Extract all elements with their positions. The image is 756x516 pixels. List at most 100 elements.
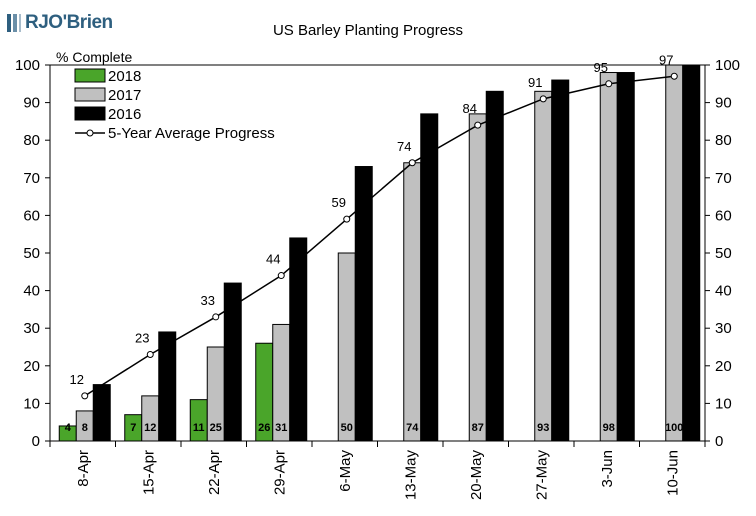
bar-data-label: 31 — [275, 422, 287, 434]
x-tick-label: 15-Apr — [140, 450, 157, 495]
bar-data-label: 50 — [341, 422, 353, 434]
y-tick-label-left: 100 — [15, 57, 40, 74]
average-data-label: 44 — [266, 252, 280, 267]
average-point — [539, 95, 547, 103]
x-tick-label: 22-Apr — [206, 450, 223, 495]
logo-text: RJO'Brien — [25, 12, 113, 33]
legend-label: 2016 — [108, 106, 141, 123]
bar-data-label: 12 — [144, 422, 156, 434]
bar-2016 — [682, 64, 701, 442]
average-data-label: 23 — [135, 331, 149, 346]
average-point — [277, 272, 285, 280]
bar-data-label: 74 — [406, 422, 419, 434]
average-data-label: 59 — [332, 195, 346, 210]
bar-2018 — [189, 399, 208, 442]
y-tick-label-right: 60 — [715, 207, 732, 224]
y-tick-label-left: 40 — [23, 283, 40, 300]
y-tick-label-right: 40 — [715, 283, 732, 300]
x-tick-label: 6-May — [337, 450, 354, 492]
axes: 0 0 10 10 20 20 30 30 40 40 50 50 60 60 70 70 80 80 90 90 10… — [15, 57, 740, 500]
average-point — [343, 215, 351, 223]
bar-data-label: 8 — [82, 422, 88, 434]
bars — [58, 64, 701, 442]
bar-2017 — [534, 90, 553, 442]
company-logo: RJO'Brien — [6, 10, 113, 36]
legend-label: 2017 — [108, 87, 141, 104]
bar-2016 — [92, 384, 111, 442]
average-data-label: 95 — [594, 60, 608, 75]
average-point — [212, 313, 220, 321]
bar-data-label: 7 — [130, 422, 136, 434]
bar-2016 — [616, 72, 635, 442]
bar-2016 — [420, 113, 439, 442]
average-data-label: 91 — [528, 75, 542, 90]
legend-swatch-2016 — [74, 106, 106, 121]
bar-2017 — [468, 113, 487, 442]
y-tick-label-right: 80 — [715, 132, 732, 149]
bar-data-label: 26 — [258, 422, 270, 434]
y-tick-label-left: 50 — [23, 245, 40, 262]
bar-2017 — [337, 252, 356, 442]
average-point — [408, 159, 416, 167]
bar-data-label: 100 — [665, 422, 683, 434]
legend-line-marker — [86, 129, 94, 137]
bar-2017 — [599, 72, 618, 442]
bar-data-label: 87 — [472, 422, 484, 434]
y-tick-label-right: 10 — [715, 395, 732, 412]
bar-2016 — [485, 90, 504, 442]
y-tick-label-left: 30 — [23, 320, 40, 337]
average-line — [81, 72, 678, 400]
bar-2016 — [551, 79, 570, 442]
y-tick-label-right: 20 — [715, 358, 732, 375]
y-tick-label-left: 70 — [23, 170, 40, 187]
average-point — [474, 121, 482, 129]
bar-2017 — [141, 395, 160, 442]
y-tick-label-right: 30 — [715, 320, 732, 337]
bar-data-label: 93 — [537, 422, 549, 434]
legend-swatch-2017 — [74, 87, 106, 102]
average-point — [605, 80, 613, 88]
average-point — [670, 72, 678, 80]
legend-swatch-2018 — [74, 68, 106, 83]
bar-2016 — [223, 282, 242, 442]
bar-2017 — [403, 162, 422, 442]
logo-mark-icon — [7, 14, 21, 32]
legend-label: 2018 — [108, 68, 141, 85]
average-point — [81, 392, 89, 400]
average-data-label: 97 — [659, 52, 673, 67]
y-tick-label-left: 20 — [23, 358, 40, 375]
legend-label: 5-Year Average Progress — [108, 125, 275, 142]
y-tick-label-left: 10 — [23, 395, 40, 412]
y-tick-label-right: 100 — [715, 57, 740, 74]
x-tick-label: 29-Apr — [271, 450, 288, 495]
average-point — [146, 351, 154, 359]
legend: 2018 2017 2016 5-Year Average Progress — [74, 68, 275, 142]
average-data-label: 12 — [70, 372, 84, 387]
x-tick-label: 10-Jun — [664, 450, 681, 496]
y-tick-label-right: 70 — [715, 170, 732, 187]
average-data-label: 74 — [397, 139, 411, 154]
x-tick-label: 8-Apr — [75, 450, 92, 487]
bar-data-label: 4 — [65, 422, 72, 434]
y-tick-label-left: 0 — [32, 433, 40, 450]
average-data-label: 33 — [201, 293, 215, 308]
average-progress-line — [84, 75, 675, 397]
bar-2016 — [289, 237, 308, 442]
y-tick-label-left: 80 — [23, 132, 40, 149]
bar-data-label: 11 — [193, 422, 205, 434]
y-tick-label-left: 90 — [23, 95, 40, 112]
x-tick-label: 3-Jun — [599, 450, 616, 488]
y-tick-label-right: 90 — [715, 95, 732, 112]
bar-2016 — [158, 331, 177, 442]
bar-data-label: 25 — [210, 422, 222, 434]
bar-2016 — [354, 166, 373, 442]
chart-title: US Barley Planting Progress — [273, 22, 463, 39]
data-labels: 4 8 7 12 11 25 26 31 50 74 87 93 98 10012233344597484… — [65, 52, 684, 434]
average-data-label: 84 — [463, 101, 477, 116]
y-tick-label-right: 0 — [715, 433, 723, 450]
y-axis-label: % Complete — [56, 49, 132, 65]
bar-2017 — [665, 64, 684, 442]
x-tick-label: 27-May — [533, 450, 550, 501]
x-tick-label: 13-May — [402, 450, 419, 501]
